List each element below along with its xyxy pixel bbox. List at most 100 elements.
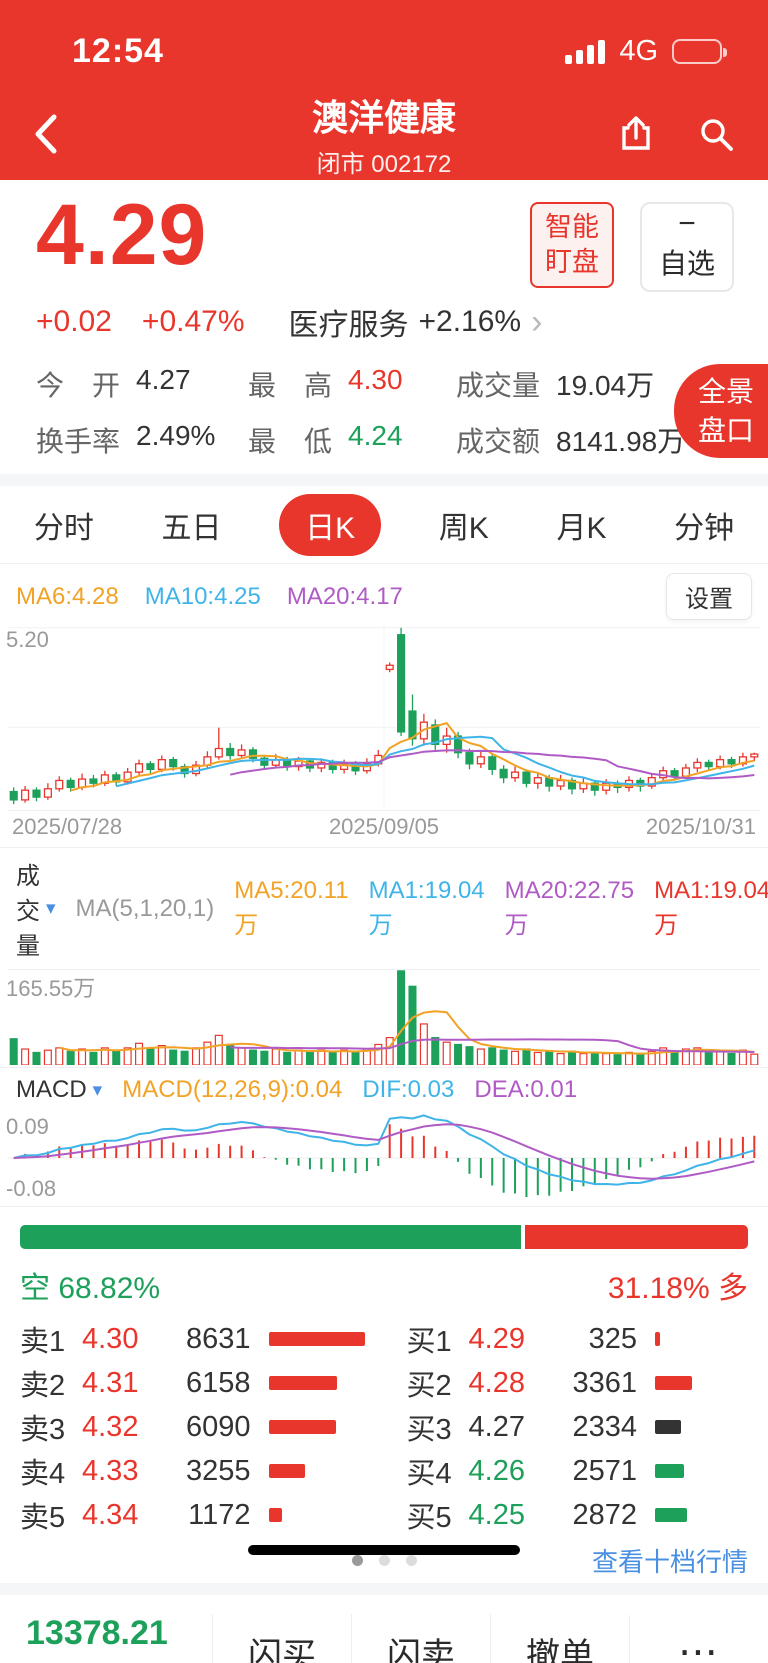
vol-ma1a-label: MA1:19.04万	[368, 877, 485, 939]
sell-pressure-label: 空 68.82%	[20, 1272, 161, 1305]
volume-bar	[655, 1376, 693, 1390]
volume-header: 成交量 ▾ MA(5,1,20,1) MA5:20.11万 MA1:19.04万…	[0, 848, 768, 969]
stat-volume: 成交量 19.04万	[456, 370, 655, 401]
macd-dropdown[interactable]: MACD ▾	[16, 1076, 103, 1103]
stat-open: 今 开 4.27	[36, 364, 191, 401]
battery-icon	[672, 38, 727, 64]
price-change-pct: +0.47%	[141, 305, 245, 338]
volume-bar	[268, 1332, 365, 1346]
nav-bar: 澳洋健康 闭市 002172	[0, 88, 768, 180]
tab-weekly-k[interactable]: 周K	[438, 511, 489, 545]
volume-max-label: 165.55万	[6, 976, 96, 1001]
volume-dropdown[interactable]: 成交量 ▾	[16, 863, 56, 960]
ask-row-3[interactable]: 卖3 4.32 6090	[20, 1405, 367, 1449]
pressure-section: 空 68.82% 31.18% 多	[0, 1207, 768, 1307]
volume-chart[interactable]: 165.55万	[0, 969, 768, 1068]
bid-row-4[interactable]: 买4 4.26 2571	[407, 1449, 754, 1493]
minus-icon: −	[678, 207, 696, 240]
index-quote-button[interactable]: 13378.21 深证成指1.14%	[0, 1614, 212, 1663]
ask-row-2[interactable]: 卖2 4.31 6158	[20, 1361, 367, 1405]
more-actions-button[interactable]: ⋯	[629, 1615, 768, 1663]
kline-canvas[interactable]	[8, 625, 760, 811]
dropdown-icon: ▾	[46, 898, 56, 919]
ask-row-4[interactable]: 卖4 4.33 3255	[20, 1449, 367, 1493]
volume-bar	[268, 1508, 282, 1522]
pressure-buy-bar	[525, 1225, 748, 1249]
bid-row-5[interactable]: 买5 4.25 2872	[407, 1493, 754, 1537]
tab-five-day[interactable]: 五日	[161, 511, 222, 545]
pressure-bar	[20, 1225, 748, 1249]
bid-row-2[interactable]: 买2 4.28 3361	[407, 1361, 754, 1405]
share-icon[interactable]	[616, 114, 656, 154]
quote-stats: 今 开 4.27 最 高 4.30 成交量 19.04万 换手率 2.49% 最 低 4.…	[36, 364, 768, 460]
page-dots	[351, 1554, 417, 1566]
flash-sell-button[interactable]: 闪卖	[351, 1613, 490, 1663]
sector-link[interactable]: 医疗服务 +2.16% ›	[289, 300, 543, 344]
volume-bar	[655, 1508, 687, 1522]
vol-ma5-label: MA5:20.11万	[234, 877, 349, 939]
price-change: +0.02	[36, 305, 112, 338]
page-dot	[405, 1554, 417, 1566]
volume-bar	[655, 1332, 661, 1346]
view-ten-levels-link[interactable]: 查看十档行情	[591, 1546, 748, 1577]
ask-column: 卖1 4.30 8631 卖2 4.31 6158 卖3 4.32 6090 卖4 4.33 3…	[20, 1317, 397, 1537]
kline-legend: MA6:4.28 MA10:4.25 MA20:4.17 设置	[0, 564, 768, 625]
section-divider	[0, 474, 768, 486]
quote-panel: 4.29 智能 盯盘 − 自选 +0.02 +0.47% 医疗服务 +2.16%…	[0, 180, 768, 474]
tab-minute-k[interactable]: 分钟	[674, 511, 735, 545]
smart-monitor-button[interactable]: 智能 盯盘	[530, 202, 614, 289]
flash-buy-button[interactable]: 闪买	[212, 1613, 351, 1663]
kline-chart[interactable]: 5.20	[0, 625, 768, 811]
ma20-label: MA20:4.17	[286, 582, 403, 610]
ask-row-1[interactable]: 卖1 4.30 8631	[20, 1317, 367, 1361]
tab-daily-k[interactable]: 日K	[279, 493, 382, 556]
stat-amount: 成交额 8141.98万	[456, 426, 686, 457]
bid-row-3[interactable]: 买3 4.27 2334	[407, 1405, 754, 1449]
volume-bar	[268, 1376, 337, 1390]
stat-high: 最 高 4.30	[248, 364, 403, 401]
bid-column: 买1 4.29 325 买2 4.28 3361 买3 4.27 2334 买4 4.26 25…	[397, 1317, 754, 1537]
chart-settings-button[interactable]: 设置	[666, 573, 752, 620]
tab-monthly-k[interactable]: 月K	[556, 511, 607, 545]
index-value: 13378.21	[26, 1613, 168, 1652]
macd-canvas[interactable]	[8, 1112, 760, 1204]
volume-ma-group: MA(5,1,20,1)	[75, 894, 215, 922]
panorama-order-book-button[interactable]: 全景 盘口	[673, 363, 768, 458]
trade-bar: 13378.21 深证成指1.14% 闪买 闪卖 撤单 ⋯	[0, 1595, 768, 1663]
sector-name: 医疗服务	[288, 309, 409, 342]
ask-row-5[interactable]: 卖5 4.34 1172	[20, 1493, 367, 1537]
buy-pressure-label: 31.18% 多	[607, 1272, 748, 1305]
macd-chart[interactable]: 0.09 -0.08	[0, 1112, 768, 1207]
pressure-sell-bar	[20, 1225, 521, 1249]
clock: 12:54	[72, 31, 164, 70]
macd-header: MACD ▾ MACD(12,26,9):0.04 DIF:0.03 DEA:0…	[0, 1068, 768, 1112]
dropdown-icon: ▾	[92, 1079, 103, 1101]
volume-bar	[655, 1420, 681, 1434]
network-type-label: 4G	[619, 34, 658, 67]
cancel-order-button[interactable]: 撤单	[490, 1613, 629, 1663]
chevron-right-icon: ›	[531, 303, 543, 341]
ma10-label: MA10:4.25	[144, 582, 261, 610]
period-tabs: 分时 五日 日K 周K 月K 分钟	[0, 486, 768, 564]
home-indicator[interactable]	[248, 1545, 520, 1555]
order-book: 卖1 4.30 8631 卖2 4.31 6158 卖3 4.32 6090 卖4 4.33 3…	[0, 1307, 768, 1537]
watchlist-button[interactable]: − 自选	[640, 202, 734, 292]
tab-intraday[interactable]: 分时	[33, 511, 94, 545]
stat-low: 最 低 4.24	[248, 420, 403, 457]
volume-bar	[268, 1464, 305, 1478]
status-bar: 12:54 4G	[0, 0, 768, 88]
page-dot	[378, 1554, 390, 1566]
volume-canvas[interactable]	[8, 969, 760, 1065]
section-divider	[0, 1583, 768, 1595]
dea-label: DEA:0.01	[474, 1076, 578, 1103]
sector-change: +2.16%	[418, 305, 522, 338]
search-icon[interactable]	[696, 114, 736, 154]
kline-top-price-label: 5.20	[6, 627, 49, 652]
volume-bar	[655, 1464, 684, 1478]
bid-row-1[interactable]: 买1 4.29 325	[407, 1317, 754, 1361]
kline-x-axis: 2025/07/28 2025/09/05 2025/10/31	[0, 811, 768, 848]
ma6-label: MA6:4.28	[16, 582, 119, 610]
signal-strength-icon	[565, 38, 606, 64]
order-book-footer: 查看十档行情	[0, 1537, 768, 1583]
back-button[interactable]	[32, 112, 58, 156]
